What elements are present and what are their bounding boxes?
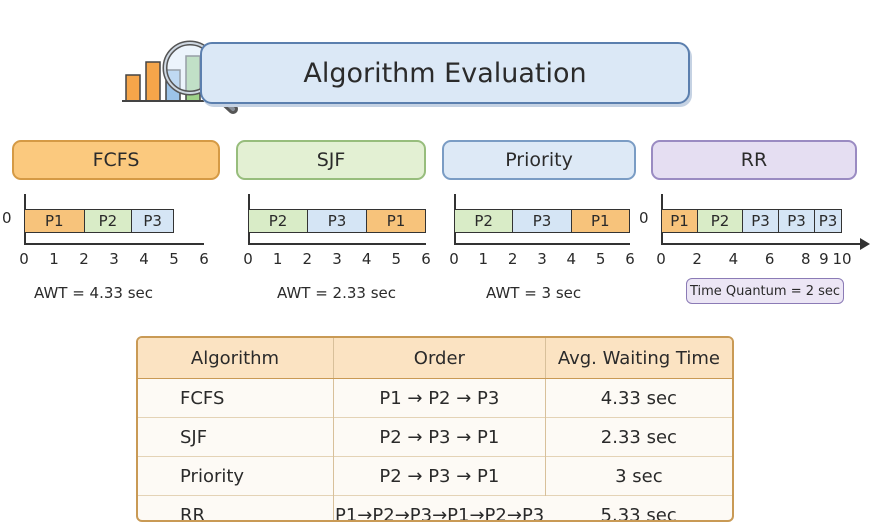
gantt-priority: P2 P3 P1 0 1 2 3 4 5 6	[446, 194, 664, 289]
tick-label: 4	[566, 250, 577, 268]
sjf-header: SJF	[236, 140, 426, 180]
gantt-segment: P2	[698, 210, 744, 232]
awt-priority: AWT = 3 sec	[486, 284, 582, 302]
gantt-segment: P1	[367, 210, 426, 232]
tick-label: 4	[728, 250, 739, 268]
awt-cell: 5.33 sec	[545, 495, 732, 520]
awt-sjf: AWT = 2.33 sec	[277, 284, 396, 302]
gantt-segment: P2	[249, 210, 308, 232]
tick-label: 10	[832, 250, 852, 268]
gantt-rr: 0 P1 P2 P3 P3 P3 0 2 4 6 8 9 10	[639, 194, 875, 289]
awt-cell: 4.33 sec	[545, 378, 732, 418]
gantt-segment: P2	[84, 210, 133, 232]
time-quantum-badge: Time Quantum = 2 sec	[686, 278, 844, 304]
order-cell: P2 → P3 → P1	[333, 417, 546, 457]
gantt-bar: P1 P2 P3 P3 P3	[661, 209, 843, 233]
awt-cell: 2.33 sec	[545, 417, 732, 457]
tick-label: 8	[801, 250, 811, 268]
tick-label: 9	[819, 250, 829, 268]
tick-label: 6	[199, 250, 209, 268]
time-axis-ticks: 0 1 2 3 4 5 6	[19, 250, 209, 268]
order-cell: P1→P2→P3→P1→P2→P3	[333, 495, 546, 520]
gantt-segment: P1	[662, 210, 698, 232]
tick-label: 6	[421, 250, 431, 268]
tick-label: 3	[332, 250, 342, 268]
order-cell: P2 → P3 → P1	[333, 456, 546, 496]
tick-label: 3	[537, 250, 547, 268]
gantt-origin-label: 0	[2, 209, 12, 227]
gantt-segment: P3	[513, 210, 572, 232]
algorithm-cell: Priority	[138, 456, 334, 496]
tick-label: 2	[692, 250, 702, 268]
time-axis-ticks: 0 2 4 6 8 9 10	[656, 250, 851, 268]
fcfs-header: FCFS	[12, 140, 220, 180]
tick-label: 0	[656, 250, 666, 268]
axis-arrow-icon	[860, 238, 870, 250]
page-title: Algorithm Evaluation	[200, 42, 690, 104]
algorithm-cell: FCFS	[138, 378, 334, 418]
gantt-bar: P2 P3 P1	[248, 209, 426, 233]
time-axis-line	[24, 243, 204, 245]
tick-label: 1	[478, 250, 489, 268]
gantt-sjf: P2 P3 P1 0 1 2 3 4 5 6	[240, 194, 458, 289]
gantt-origin-label: 0	[639, 209, 649, 227]
priority-header: Priority	[442, 140, 636, 180]
tick-label: 1	[49, 250, 59, 268]
gantt-segment: P3	[743, 210, 780, 232]
tick-label: 6	[764, 250, 775, 268]
gantt-fcfs: 0 P1 P2 P3 0 1 2 3 4 5 6	[2, 194, 234, 289]
tick-label: 0	[19, 250, 29, 268]
time-axis-line	[454, 243, 630, 245]
rr-header: RR	[651, 140, 857, 180]
tick-label: 0	[449, 250, 459, 268]
tick-label: 5	[391, 250, 402, 268]
gantt-segment: P1	[25, 210, 85, 232]
time-axis-line	[661, 243, 862, 245]
time-axis-ticks: 0 1 2 3 4 5 6	[243, 250, 431, 268]
tick-label: 5	[595, 250, 606, 268]
tick-label: 3	[109, 250, 119, 268]
table-row: Priority P2 → P3 → P1 3 sec	[138, 456, 732, 496]
tick-label: 4	[139, 250, 149, 268]
table-header-row: Algorithm Order Avg. Waiting Time	[138, 338, 732, 379]
gantt-segment: P3	[779, 210, 816, 232]
column-header: Avg. Waiting Time	[545, 338, 732, 379]
tick-label: 4	[361, 250, 372, 268]
tick-label: 1	[272, 250, 283, 268]
tick-label: 5	[169, 250, 179, 268]
algorithm-cell: SJF	[138, 417, 334, 457]
gantt-segment: P3	[815, 210, 843, 232]
summary-table: Algorithm Order Avg. Waiting Time FCFS P…	[136, 336, 734, 522]
gantt-bar: P1 P2 P3	[24, 209, 174, 233]
tick-label: 2	[507, 250, 518, 268]
order-cell: P1 → P2 → P3	[333, 378, 546, 418]
gantt-bar: P2 P3 P1	[454, 209, 630, 233]
table-row: RR P1→P2→P3→P1→P2→P3 5.33 sec	[138, 495, 732, 520]
table-row: FCFS P1 → P2 → P3 4.33 sec	[138, 378, 732, 418]
tick-label: 0	[243, 250, 253, 268]
tick-label: 2	[79, 250, 89, 268]
gantt-segment: P3	[308, 210, 367, 232]
table-row: SJF P2 → P3 → P1 2.33 sec	[138, 417, 732, 457]
tick-label: 2	[302, 250, 313, 268]
awt-cell: 3 sec	[545, 456, 732, 496]
column-header: Algorithm	[138, 338, 334, 379]
gantt-segment: P3	[132, 210, 174, 232]
column-header: Order	[333, 338, 546, 379]
awt-fcfs: AWT = 4.33 sec	[34, 284, 153, 302]
gantt-segment: P1	[571, 210, 630, 232]
algorithm-cell: RR	[138, 495, 334, 520]
time-axis-line	[248, 243, 426, 245]
gantt-segment: P2	[455, 210, 514, 232]
tick-label: 6	[625, 250, 635, 268]
